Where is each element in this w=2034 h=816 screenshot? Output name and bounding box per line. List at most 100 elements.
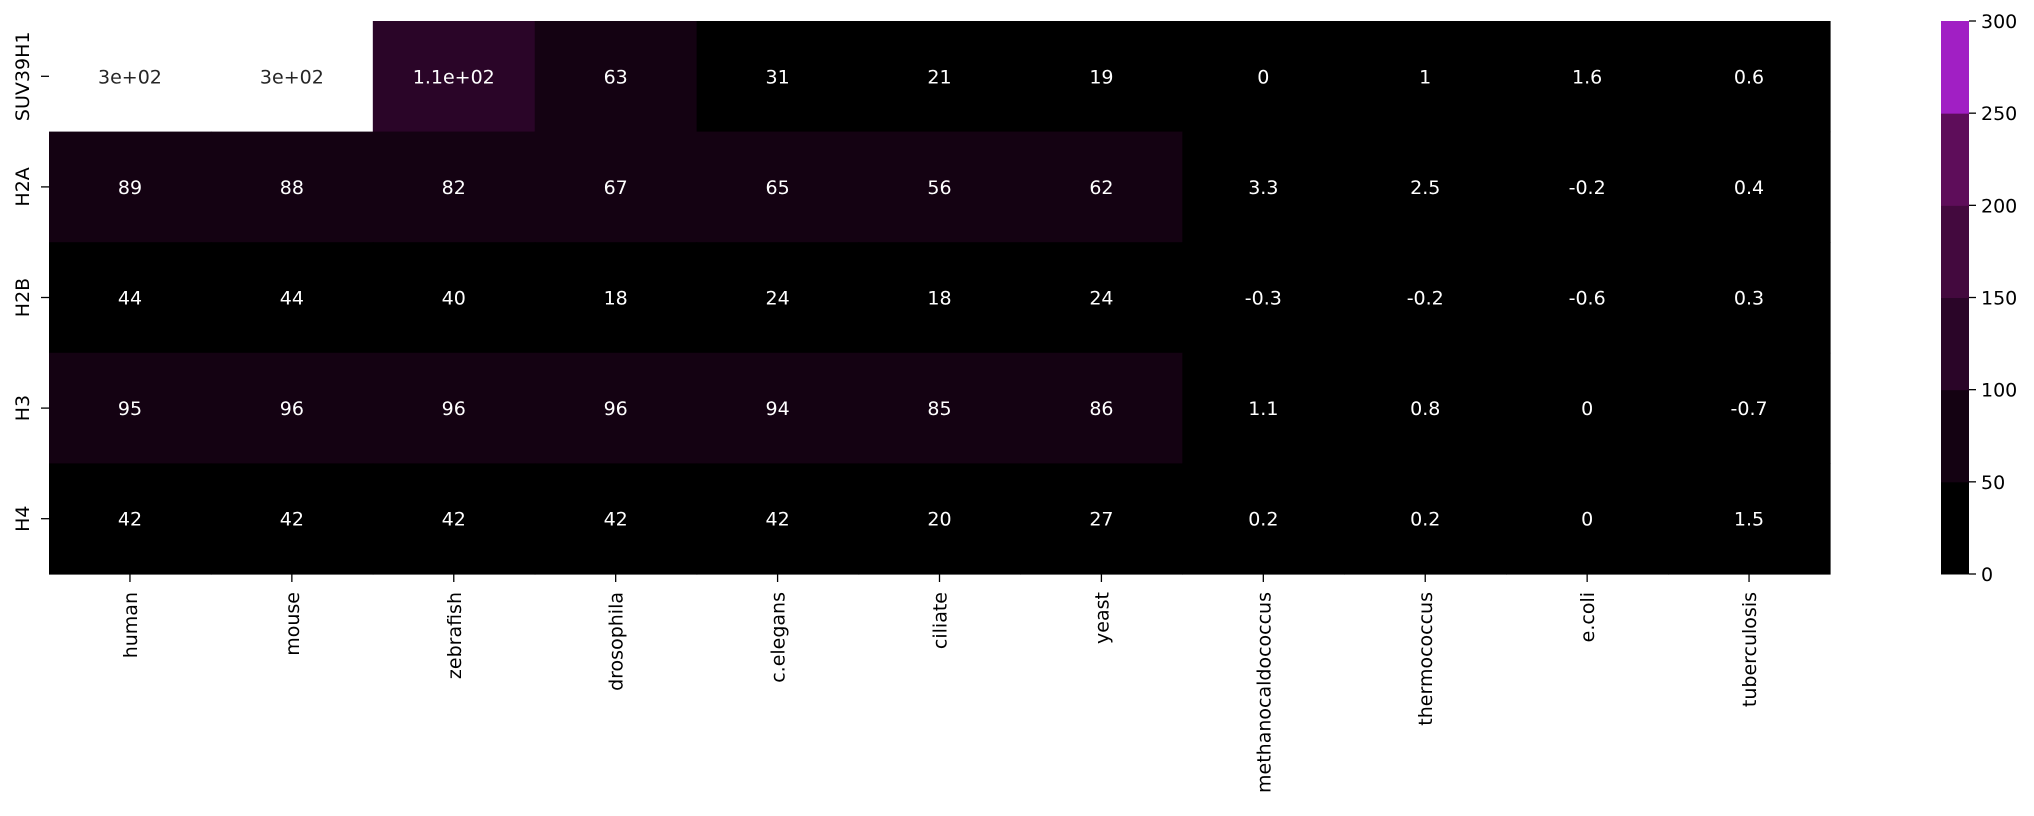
y-tick-label: H2B bbox=[12, 278, 34, 317]
heatmap-cell bbox=[696, 242, 860, 354]
cell-label: 44 bbox=[118, 288, 142, 310]
heatmap-cell bbox=[696, 131, 860, 243]
heatmap-cell bbox=[372, 131, 536, 243]
cell-label: -0.6 bbox=[1569, 288, 1606, 310]
cell-label: 63 bbox=[604, 66, 628, 88]
x-tick-label: c.elegans bbox=[768, 592, 790, 683]
cell-label: 85 bbox=[927, 398, 951, 420]
colorbar-tick-label: 0 bbox=[1981, 564, 1993, 586]
heatmap-cell bbox=[210, 463, 374, 575]
heatmap-cell bbox=[858, 242, 1022, 354]
heatmap-cell bbox=[210, 131, 374, 243]
cell-label: 1.1e+02 bbox=[413, 66, 495, 88]
heatmap-cell bbox=[49, 352, 212, 464]
cell-label: 0.4 bbox=[1734, 177, 1764, 199]
cell-label: 18 bbox=[927, 288, 951, 310]
colorbar: 0 50 100 150 200 250 300 bbox=[1941, 11, 2017, 586]
y-tick-label: H2A bbox=[12, 167, 34, 206]
x-tick-label: mouse bbox=[282, 592, 304, 656]
heatmap-cell bbox=[1182, 21, 1345, 133]
heatmap-cell bbox=[1506, 352, 1669, 464]
heatmap-cell bbox=[1344, 131, 1507, 243]
heatmap-cell bbox=[1668, 242, 1831, 354]
cell-label: 42 bbox=[604, 509, 628, 531]
colorbar-segment bbox=[1941, 481, 1969, 575]
heatmap-cell bbox=[858, 21, 1022, 133]
heatmap-cell bbox=[1020, 242, 1183, 354]
heatmap-cells: 3e+02 3e+02 1.1e+02 63 31 21 19 0 1 1.6 0.6 89 88 82 6… bbox=[49, 21, 1831, 575]
cell-label: -0.2 bbox=[1407, 288, 1444, 310]
cell-label: 96 bbox=[442, 398, 466, 420]
cell-label: 0.8 bbox=[1410, 398, 1440, 420]
heatmap-cell bbox=[1020, 352, 1183, 464]
cell-label: 31 bbox=[765, 66, 789, 88]
x-tick-label: human bbox=[120, 592, 142, 658]
x-tick-label: ciliate bbox=[930, 592, 952, 649]
heatmap-cell bbox=[1344, 242, 1507, 354]
heatmap-cell bbox=[1344, 463, 1507, 575]
cell-label: 3e+02 bbox=[98, 66, 162, 88]
heatmap-cell bbox=[210, 242, 374, 354]
heatmap-cell bbox=[1020, 463, 1183, 575]
cell-label: 0.6 bbox=[1734, 66, 1764, 88]
cell-label: 19 bbox=[1089, 66, 1113, 88]
cell-label: 24 bbox=[765, 288, 789, 310]
heatmap-cell bbox=[372, 352, 536, 464]
x-tick-label: zebrafish bbox=[444, 592, 466, 679]
heatmap-cell bbox=[372, 242, 536, 354]
x-axis: human mouse zebrafish drosophila c.elegans ci… bbox=[120, 574, 1761, 793]
heatmap-cell bbox=[49, 463, 212, 575]
colorbar-tick-label: 200 bbox=[1981, 195, 2017, 217]
x-tick-label: drosophila bbox=[606, 592, 628, 691]
heatmap-cell bbox=[1344, 21, 1507, 133]
colorbar-segment bbox=[1941, 205, 1969, 298]
colorbar-tick-label: 50 bbox=[1981, 472, 2005, 494]
heatmap-cell bbox=[1344, 352, 1507, 464]
heatmap-cell bbox=[1668, 352, 1831, 464]
heatmap-cell bbox=[534, 242, 698, 354]
cell-label: 20 bbox=[927, 509, 951, 531]
y-axis: SUV39H1 H2A H2B H3 H4 bbox=[12, 32, 49, 532]
colorbar-segment bbox=[1941, 389, 1969, 483]
heatmap-cell bbox=[49, 21, 212, 133]
cell-label: 82 bbox=[442, 177, 466, 199]
cell-label: 67 bbox=[604, 177, 628, 199]
cell-label: 44 bbox=[280, 288, 304, 310]
heatmap-cell bbox=[534, 21, 698, 133]
heatmap-cell bbox=[696, 352, 860, 464]
cell-label: 88 bbox=[280, 177, 304, 199]
cell-label: 0 bbox=[1257, 66, 1269, 88]
heatmap-cell bbox=[1182, 242, 1345, 354]
cell-label: 0 bbox=[1581, 509, 1593, 531]
cell-label: 0.2 bbox=[1248, 509, 1278, 531]
heatmap-cell bbox=[210, 352, 374, 464]
cell-label: 42 bbox=[280, 509, 304, 531]
heatmap-cell bbox=[1506, 131, 1669, 243]
cell-label: -0.3 bbox=[1245, 288, 1282, 310]
cell-label: 0.3 bbox=[1734, 288, 1764, 310]
heatmap-cell bbox=[372, 463, 536, 575]
cell-label: 86 bbox=[1089, 398, 1113, 420]
heatmap-cell bbox=[1668, 21, 1831, 133]
cell-label: 2.5 bbox=[1410, 177, 1440, 199]
heatmap-cell bbox=[210, 21, 374, 133]
cell-label: 42 bbox=[442, 509, 466, 531]
x-tick-label: yeast bbox=[1091, 592, 1113, 644]
cell-label: 96 bbox=[604, 398, 628, 420]
cell-label: 1.6 bbox=[1572, 66, 1602, 88]
cell-label: 0.2 bbox=[1410, 509, 1440, 531]
cell-label: 3.3 bbox=[1248, 177, 1278, 199]
y-tick-label: H3 bbox=[12, 395, 34, 421]
heatmap-cell bbox=[1506, 463, 1669, 575]
colorbar-tick-label: 150 bbox=[1981, 288, 2017, 310]
cell-label: 0 bbox=[1581, 398, 1593, 420]
heatmap-cell bbox=[534, 463, 698, 575]
cell-label: 96 bbox=[280, 398, 304, 420]
cell-label: -0.2 bbox=[1569, 177, 1606, 199]
heatmap-cell bbox=[1506, 242, 1669, 354]
y-tick-label: H4 bbox=[12, 506, 34, 532]
heatmap-cell bbox=[1182, 131, 1345, 243]
cell-label: 24 bbox=[1089, 288, 1113, 310]
cell-label: 94 bbox=[765, 398, 789, 420]
heatmap-cell bbox=[534, 131, 698, 243]
